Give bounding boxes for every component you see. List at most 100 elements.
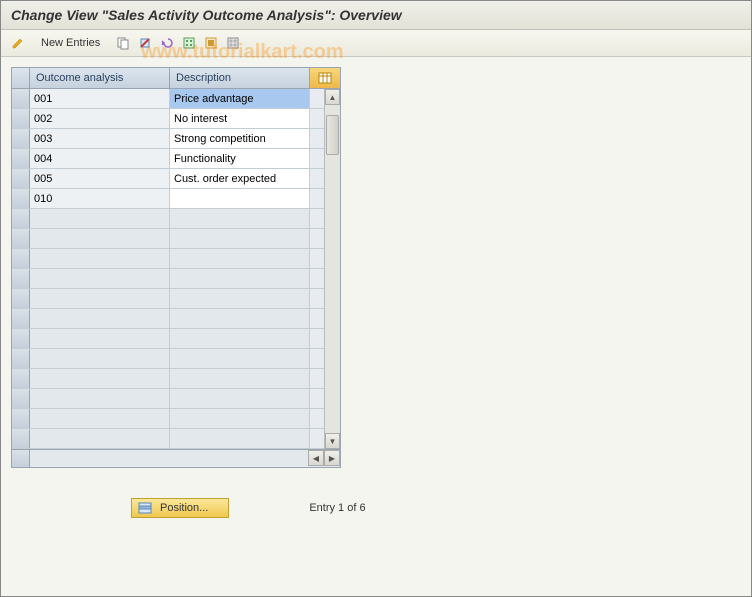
position-label: Position... <box>160 502 208 514</box>
cell-description[interactable] <box>170 329 310 348</box>
cell-outcome[interactable]: 001 <box>30 89 170 108</box>
cell-outcome[interactable] <box>30 329 170 348</box>
cell-description[interactable]: Strong competition <box>170 129 310 148</box>
cell-outcome[interactable] <box>30 269 170 288</box>
row-selector[interactable] <box>12 389 30 408</box>
cell-description[interactable] <box>170 389 310 408</box>
cell-outcome[interactable] <box>30 209 170 228</box>
edit-icon[interactable] <box>9 34 27 52</box>
cell-description[interactable] <box>170 229 310 248</box>
table-row[interactable]: 001Price advantage <box>12 89 324 109</box>
row-selector[interactable] <box>12 349 30 368</box>
table-row-empty[interactable] <box>12 369 324 389</box>
select-all-icon[interactable] <box>180 34 198 52</box>
undo-icon[interactable] <box>158 34 176 52</box>
row-selector[interactable] <box>12 209 30 228</box>
entry-counter: Entry 1 of 6 <box>309 502 365 514</box>
row-selector[interactable] <box>12 289 30 308</box>
cell-outcome[interactable]: 010 <box>30 189 170 208</box>
row-selector[interactable] <box>12 409 30 428</box>
cell-outcome[interactable] <box>30 429 170 448</box>
cell-description[interactable] <box>170 209 310 228</box>
cell-outcome[interactable] <box>30 389 170 408</box>
cell-description[interactable] <box>170 269 310 288</box>
table-row[interactable]: 002No interest <box>12 109 324 129</box>
table-row-empty[interactable] <box>12 349 324 369</box>
row-selector[interactable] <box>12 369 30 388</box>
row-selector[interactable] <box>12 129 30 148</box>
new-entries-button[interactable]: New Entries <box>35 35 106 51</box>
scroll-right-button[interactable]: ▶ <box>324 450 340 466</box>
cell-description[interactable] <box>170 249 310 268</box>
cell-description[interactable] <box>170 309 310 328</box>
cell-description[interactable] <box>170 289 310 308</box>
table-row-empty[interactable] <box>12 429 324 449</box>
cell-outcome[interactable] <box>30 229 170 248</box>
cell-outcome[interactable] <box>30 309 170 328</box>
cell-outcome[interactable]: 005 <box>30 169 170 188</box>
deselect-all-icon[interactable] <box>224 34 242 52</box>
table-row[interactable]: 003Strong competition <box>12 129 324 149</box>
vertical-scrollbar[interactable]: ▲ ▼ <box>324 89 340 449</box>
copy-icon[interactable] <box>114 34 132 52</box>
column-header-outcome[interactable]: Outcome analysis <box>30 68 170 88</box>
row-selector[interactable] <box>12 309 30 328</box>
cell-description[interactable] <box>170 429 310 448</box>
row-selector[interactable] <box>12 149 30 168</box>
table-row-empty[interactable] <box>12 329 324 349</box>
table-row-empty[interactable] <box>12 389 324 409</box>
cell-description[interactable] <box>170 189 310 208</box>
table-row-empty[interactable] <box>12 269 324 289</box>
cell-outcome[interactable] <box>30 249 170 268</box>
table-row[interactable]: 004Functionality <box>12 149 324 169</box>
footer-select[interactable] <box>12 450 30 467</box>
table-row-empty[interactable] <box>12 249 324 269</box>
table-row[interactable]: 005Cust. order expected <box>12 169 324 189</box>
cell-description[interactable]: Cust. order expected <box>170 169 310 188</box>
row-selector[interactable] <box>12 189 30 208</box>
row-selector[interactable] <box>12 89 30 108</box>
bottom-bar: Position... Entry 1 of 6 <box>1 498 751 518</box>
scroll-left-button[interactable]: ◀ <box>308 450 324 466</box>
cell-outcome[interactable] <box>30 349 170 368</box>
row-selector[interactable] <box>12 229 30 248</box>
cell-description[interactable]: Price advantage <box>170 89 310 108</box>
delete-icon[interactable] <box>136 34 154 52</box>
table-row-empty[interactable] <box>12 409 324 429</box>
row-selector[interactable] <box>12 429 30 448</box>
table-row-empty[interactable] <box>12 229 324 249</box>
cell-outcome[interactable] <box>30 369 170 388</box>
data-table: Outcome analysis Description 001Price ad… <box>11 67 341 468</box>
cell-description[interactable] <box>170 409 310 428</box>
toolbar: New Entries <box>1 30 751 57</box>
row-selector[interactable] <box>12 109 30 128</box>
page-title: Change View "Sales Activity Outcome Anal… <box>1 1 751 30</box>
cell-outcome[interactable]: 004 <box>30 149 170 168</box>
cell-description[interactable]: No interest <box>170 109 310 128</box>
position-icon <box>138 502 152 514</box>
select-all-column[interactable] <box>12 68 30 88</box>
cell-outcome[interactable] <box>30 289 170 308</box>
cell-outcome[interactable] <box>30 409 170 428</box>
position-button[interactable]: Position... <box>131 498 229 518</box>
table-row[interactable]: 010 <box>12 189 324 209</box>
table-row-empty[interactable] <box>12 209 324 229</box>
row-selector[interactable] <box>12 169 30 188</box>
cell-outcome[interactable]: 002 <box>30 109 170 128</box>
cell-description[interactable]: Functionality <box>170 149 310 168</box>
select-block-icon[interactable] <box>202 34 220 52</box>
cell-outcome[interactable]: 003 <box>30 129 170 148</box>
column-header-description[interactable]: Description <box>170 68 310 88</box>
cell-description[interactable] <box>170 369 310 388</box>
scroll-thumb[interactable] <box>326 115 339 155</box>
table-config-icon[interactable] <box>310 68 340 88</box>
row-selector[interactable] <box>12 329 30 348</box>
row-selector[interactable] <box>12 249 30 268</box>
table-header: Outcome analysis Description <box>12 68 340 89</box>
scroll-up-button[interactable]: ▲ <box>325 89 340 105</box>
table-row-empty[interactable] <box>12 309 324 329</box>
row-selector[interactable] <box>12 269 30 288</box>
cell-description[interactable] <box>170 349 310 368</box>
scroll-down-button[interactable]: ▼ <box>325 433 340 449</box>
table-row-empty[interactable] <box>12 289 324 309</box>
